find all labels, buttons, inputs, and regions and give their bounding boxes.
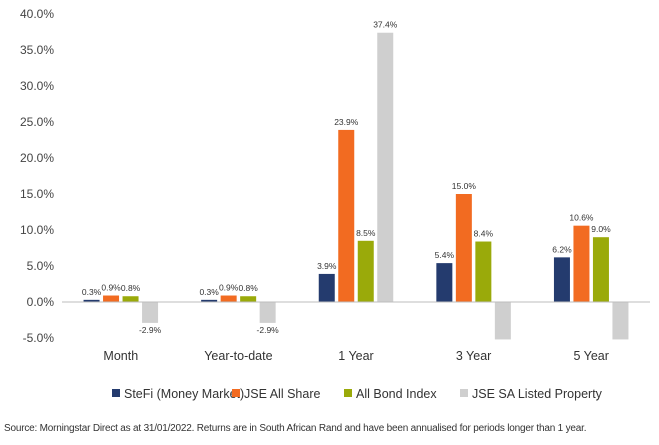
- bar-all-bond-index-year-to-date: [240, 296, 257, 302]
- legend-label: SteFi (Money Market): [124, 387, 244, 401]
- bar-jse-all-share-5-year: [573, 225, 590, 302]
- data-label-jse-sa-listed-property-month: -2.9%: [139, 325, 162, 335]
- legend-swatch: [460, 389, 468, 397]
- y-tick-label: 15.0%: [20, 187, 54, 201]
- y-tick-label: -5.0%: [23, 331, 55, 345]
- y-tick-label: 40.0%: [20, 7, 54, 21]
- bar-jse-sa-listed-property-month: [142, 302, 159, 323]
- category-label-year-to-date: Year-to-date: [204, 349, 272, 363]
- bar-jse-all-share-3-year: [455, 194, 472, 302]
- legend-item-jse-sa-listed-property: JSE SA Listed Property: [460, 387, 603, 401]
- bar-jse-sa-listed-property-5-year: [612, 302, 629, 340]
- bar-stefi-money-market-5-year: [553, 257, 570, 302]
- legend-item-stefi-money-market: SteFi (Money Market): [112, 387, 244, 401]
- data-label-jse-sa-listed-property-year-to-date: -2.9%: [257, 325, 280, 335]
- data-label-jse-all-share-5-year: 10.6%: [569, 213, 594, 223]
- data-label-stefi-money-market-month: 0.3%: [82, 287, 102, 297]
- y-tick-label: 0.0%: [27, 295, 55, 309]
- data-label-stefi-money-market-5-year: 6.2%: [552, 244, 572, 254]
- bar-jse-all-share-1-year: [338, 129, 355, 302]
- data-label-all-bond-index-5-year: 9.0%: [591, 224, 611, 234]
- source-note: Source: Morningstar Direct as at 31/01/2…: [4, 423, 587, 434]
- legend-swatch: [232, 389, 240, 397]
- y-tick-label: 10.0%: [20, 223, 54, 237]
- category-label-month: Month: [103, 349, 138, 363]
- category-label-5-year: 5 Year: [573, 349, 608, 363]
- bar-all-bond-index-3-year: [475, 241, 492, 302]
- data-label-jse-all-share-1-year: 23.9%: [334, 117, 359, 127]
- data-label-stefi-money-market-year-to-date: 0.3%: [199, 287, 219, 297]
- category-label-3-year: 3 Year: [456, 349, 491, 363]
- bar-stefi-money-market-3-year: [436, 263, 453, 302]
- data-label-all-bond-index-1-year: 8.5%: [356, 228, 376, 238]
- data-label-all-bond-index-month: 0.8%: [121, 283, 141, 293]
- bar-all-bond-index-1-year: [357, 240, 374, 302]
- returns-bar-chart: -5.0% 0.0% 5.0% 10.0% 15.0% 20.0% 25.0% 30.0% 35…: [20, 7, 650, 401]
- bar-jse-sa-listed-property-3-year: [494, 302, 511, 340]
- bar-all-bond-index-month: [122, 296, 139, 302]
- data-label-jse-all-share-year-to-date: 0.9%: [219, 283, 239, 293]
- category-labels: Month Year-to-date 1 Year 3 Year 5 Year: [103, 349, 609, 363]
- data-label-jse-all-share-month: 0.9%: [101, 283, 121, 293]
- y-tick-label: 30.0%: [20, 79, 54, 93]
- data-labels-layer: 0.3% 0.9% 0.8%-2.9%0.3% 0.9% 0.8%-2.9%3.9%23…: [82, 20, 611, 335]
- legend-item-jse-all-share: JSE All Share: [232, 387, 320, 401]
- legend-label: JSE SA Listed Property: [472, 387, 603, 401]
- category-label-1-year: 1 Year: [338, 349, 373, 363]
- y-tick-label: 20.0%: [20, 151, 54, 165]
- bar-stefi-money-market-month: [83, 299, 100, 302]
- y-tick-label: 25.0%: [20, 115, 54, 129]
- bar-jse-sa-listed-property-1-year: [377, 32, 394, 302]
- y-axis: -5.0% 0.0% 5.0% 10.0% 15.0% 20.0% 25.0% 30.0% 35…: [20, 7, 54, 345]
- bar-jse-sa-listed-property-year-to-date: [259, 302, 276, 323]
- bar-stefi-money-market-1-year: [318, 273, 335, 302]
- data-label-stefi-money-market-3-year: 5.4%: [435, 250, 455, 260]
- data-label-all-bond-index-3-year: 8.4%: [474, 229, 494, 239]
- bar-stefi-money-market-year-to-date: [201, 299, 218, 302]
- legend-item-all-bond-index: All Bond Index: [344, 387, 437, 401]
- legend-swatch: [112, 389, 120, 397]
- data-label-all-bond-index-year-to-date: 0.8%: [238, 283, 258, 293]
- legend-label: All Bond Index: [356, 387, 437, 401]
- y-tick-label: 35.0%: [20, 43, 54, 57]
- legend-label: JSE All Share: [244, 387, 320, 401]
- data-label-stefi-money-market-1-year: 3.9%: [317, 261, 337, 271]
- bars-layer: [83, 32, 629, 340]
- legend-swatch: [344, 389, 352, 397]
- bar-jse-all-share-year-to-date: [220, 295, 237, 302]
- bar-jse-all-share-month: [103, 295, 120, 302]
- data-label-jse-all-share-3-year: 15.0%: [452, 181, 477, 191]
- bar-all-bond-index-5-year: [592, 237, 609, 302]
- data-label-jse-sa-listed-property-1-year: 37.4%: [373, 20, 398, 30]
- y-tick-label: 5.0%: [27, 259, 55, 273]
- legend: SteFi (Money Market) JSE All Share All Bon…: [112, 387, 603, 401]
